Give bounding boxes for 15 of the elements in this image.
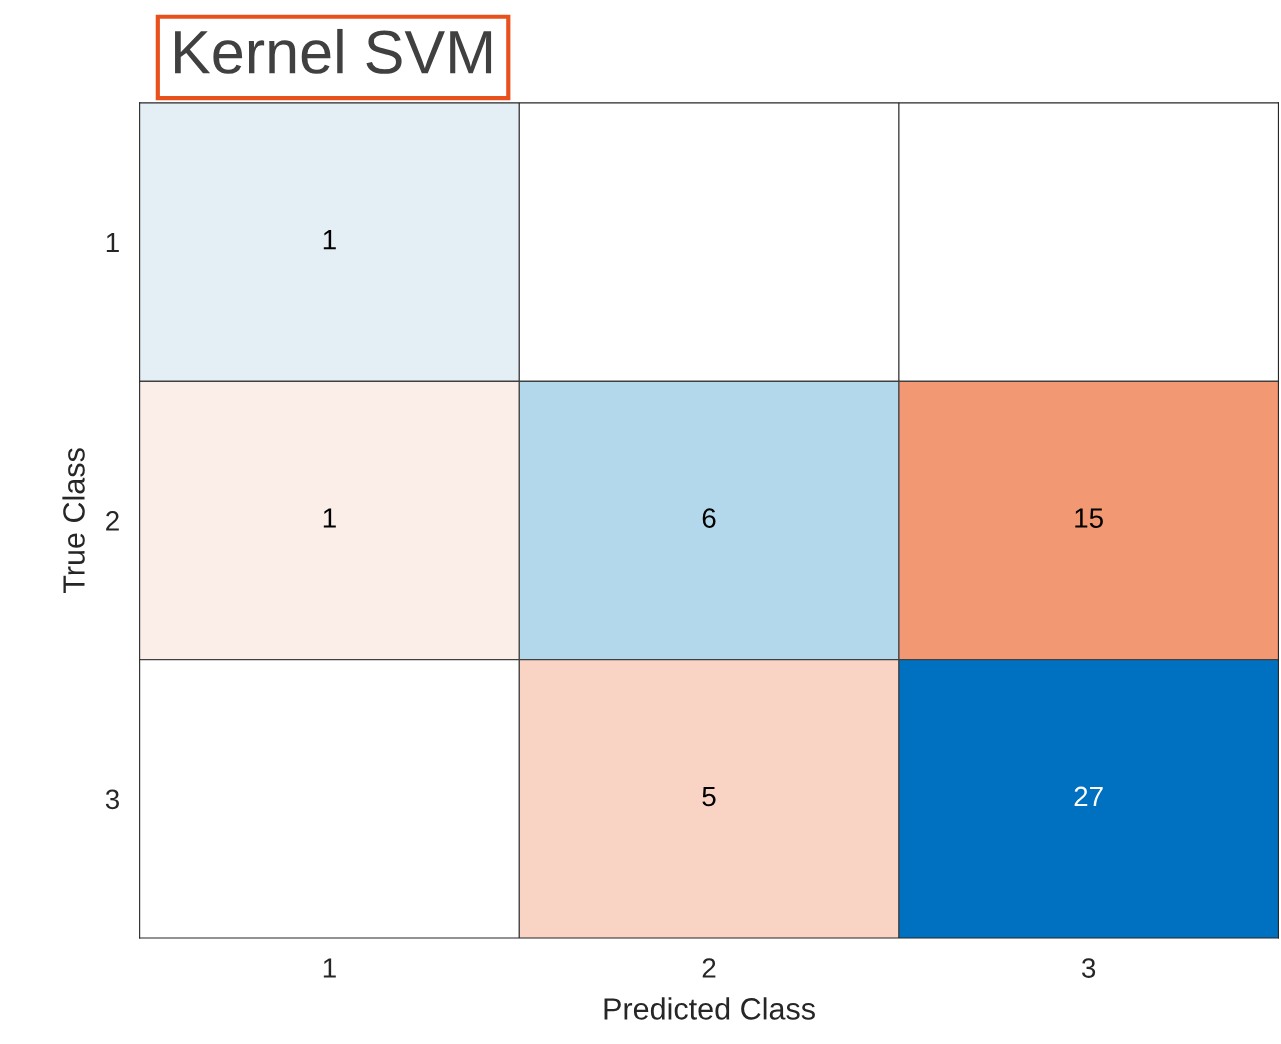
- data-label: 6: [702, 508, 716, 528]
- y-tick-label: 2: [106, 511, 119, 531]
- x-tick-label: 2: [702, 958, 716, 978]
- x-tick-label: 3: [1081, 958, 1096, 978]
- data-label: 27: [1074, 786, 1103, 807]
- data-label: 15: [1075, 508, 1103, 528]
- data-label: 1: [323, 230, 336, 250]
- y-axis-title: True Class: [62, 448, 85, 594]
- chart-title: Kernel SVM: [175, 28, 492, 74]
- data-label: 5: [702, 786, 716, 807]
- y-tick-label: 1: [106, 232, 119, 253]
- x-axis-title: Predicted Class: [604, 997, 815, 1020]
- data-label: 1: [323, 508, 336, 528]
- x-tick-label: 1: [323, 958, 336, 978]
- y-tick-label: 3: [105, 789, 119, 810]
